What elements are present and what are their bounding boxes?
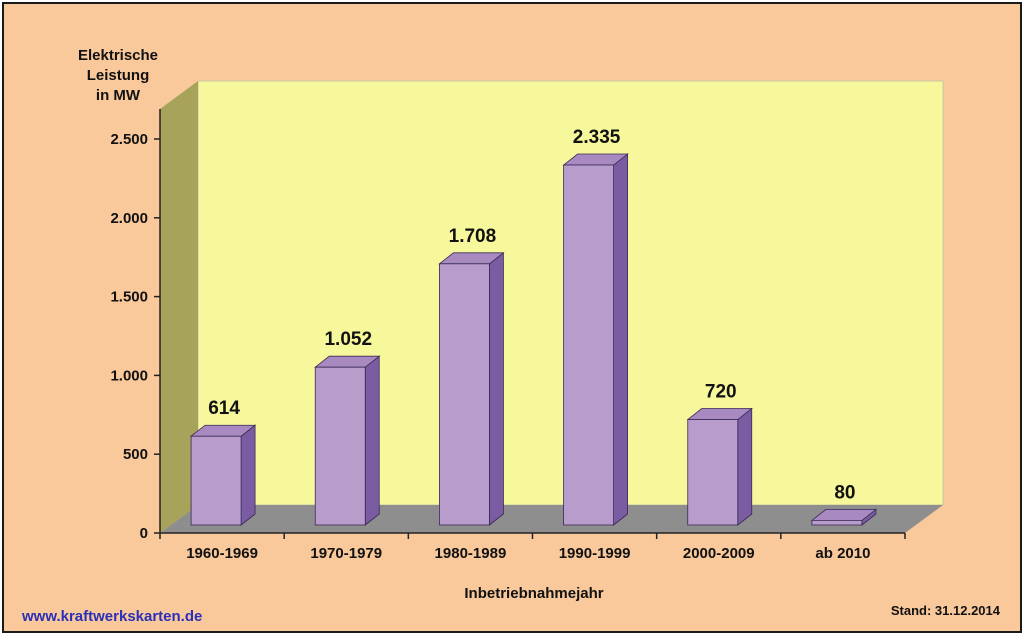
y-tick-label: 1.000 [110, 367, 148, 384]
y-tick-label: 0 [140, 525, 148, 542]
y-tick-label: 500 [123, 446, 148, 463]
y-tick-label: 1.500 [110, 289, 148, 306]
bar [189, 424, 257, 526]
x-tick-label: 1970-1979 [310, 545, 382, 562]
bar-value-label: 720 [705, 382, 737, 403]
bar-front [563, 164, 614, 526]
bar-side [489, 251, 504, 526]
stand-date: Stand: 31.12.2014 [891, 603, 1001, 618]
side-wall [160, 81, 198, 533]
x-axis-label: Inbetriebnahmejahr [464, 585, 603, 602]
bar-front [439, 263, 490, 526]
bar-front [811, 519, 863, 526]
bar-front [190, 435, 242, 526]
bar-value-label: 1.052 [324, 329, 372, 350]
bar-value-label: 614 [208, 398, 240, 419]
bar [686, 407, 753, 526]
y-axis-label-line-3: in MW [96, 87, 141, 104]
y-axis-label-line-2: Leistung [87, 67, 150, 84]
y-tick-label: 2.500 [110, 131, 148, 148]
bar-side [737, 407, 753, 526]
x-tick-label: 1960-1969 [186, 545, 258, 562]
bar [314, 355, 381, 526]
bar-front [687, 419, 739, 526]
bar [810, 508, 878, 526]
bar-value-label: 80 [834, 482, 855, 503]
y-tick-label: 2.000 [110, 210, 148, 227]
bar-side [240, 424, 256, 526]
y-axis-label-line-1: Elektrische [78, 47, 158, 64]
x-tick-label: ab 2010 [815, 545, 870, 562]
bar [562, 153, 629, 526]
x-tick-label: 2000-2009 [683, 545, 755, 562]
bar-value-label: 2.335 [573, 127, 621, 148]
x-tick-label: 1990-1999 [559, 545, 631, 562]
y-axis: 0 500 1.000 1.500 2.000 2.500 1960-1969 1970-19… [110, 109, 906, 562]
bar-group: 614 1.052 1.708 2.335 720 80 [189, 127, 878, 526]
bar-front [314, 366, 366, 526]
x-tick-label: 1980-1989 [435, 545, 507, 562]
bar [438, 251, 505, 526]
bar-side [613, 153, 628, 526]
bar-value-label: 1.708 [449, 226, 497, 247]
bar-side [364, 355, 380, 526]
chart-walls [160, 80, 944, 533]
source-link[interactable]: www.kraftwerkskarten.de [21, 608, 202, 625]
